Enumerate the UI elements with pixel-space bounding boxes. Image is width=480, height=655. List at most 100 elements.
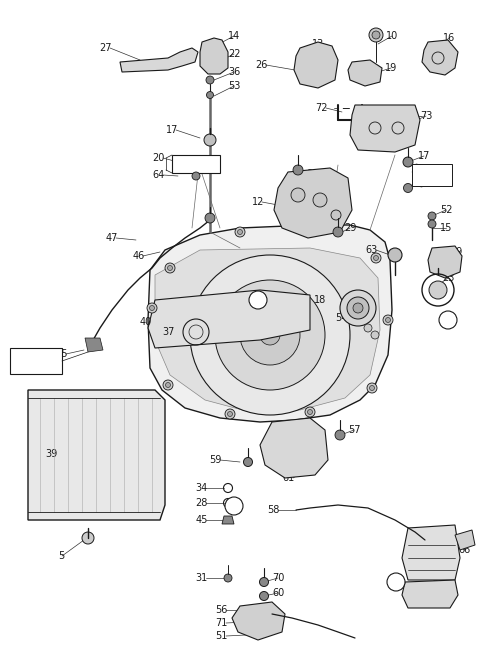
Circle shape [293, 165, 303, 175]
Text: 67: 67 [432, 577, 444, 587]
Circle shape [228, 411, 232, 417]
Text: 73: 73 [420, 111, 432, 121]
Text: 59: 59 [210, 455, 222, 465]
Circle shape [428, 220, 436, 228]
Polygon shape [422, 40, 458, 75]
Text: 70: 70 [272, 573, 284, 583]
Circle shape [347, 297, 369, 319]
Text: 69: 69 [450, 247, 462, 257]
Text: 61: 61 [283, 473, 295, 483]
Circle shape [192, 172, 200, 180]
Text: 74: 74 [12, 361, 24, 371]
Text: 47: 47 [106, 233, 118, 243]
Circle shape [224, 574, 232, 582]
Circle shape [428, 212, 436, 220]
Text: 60: 60 [272, 588, 284, 598]
Text: 16: 16 [443, 33, 455, 43]
Circle shape [260, 591, 268, 601]
Text: 55: 55 [267, 453, 280, 463]
Text: 12: 12 [252, 197, 264, 207]
Circle shape [165, 263, 175, 273]
Text: 36: 36 [228, 67, 240, 77]
Circle shape [364, 324, 372, 332]
Circle shape [340, 290, 376, 326]
Text: 71: 71 [216, 618, 228, 628]
Polygon shape [85, 338, 103, 352]
Text: 2: 2 [355, 307, 361, 317]
Text: 54: 54 [336, 313, 348, 323]
Text: 68: 68 [428, 531, 440, 541]
Polygon shape [402, 580, 458, 608]
Text: 27: 27 [99, 43, 112, 53]
Circle shape [429, 281, 447, 299]
Text: 20: 20 [153, 153, 165, 163]
Text: 64: 64 [418, 178, 430, 188]
Circle shape [317, 225, 323, 231]
Text: 46: 46 [133, 251, 145, 261]
Text: 10: 10 [386, 31, 398, 41]
Circle shape [206, 76, 214, 84]
Circle shape [369, 28, 383, 42]
Circle shape [403, 157, 413, 167]
Text: 26: 26 [256, 60, 268, 70]
Text: 51: 51 [216, 631, 228, 641]
Circle shape [204, 134, 216, 146]
Circle shape [82, 532, 94, 544]
Polygon shape [28, 390, 165, 520]
Circle shape [367, 383, 377, 393]
Circle shape [235, 227, 245, 237]
Circle shape [439, 311, 457, 329]
Circle shape [383, 315, 393, 325]
Circle shape [370, 386, 374, 390]
Text: B: B [255, 295, 261, 305]
Text: ─: ─ [343, 103, 349, 113]
Text: 18: 18 [314, 295, 326, 305]
Circle shape [166, 383, 170, 388]
Text: A: A [393, 578, 399, 586]
Text: 8: 8 [306, 169, 312, 179]
Circle shape [163, 380, 173, 390]
Text: 45: 45 [196, 515, 208, 525]
Circle shape [243, 457, 252, 466]
Text: 75: 75 [56, 349, 68, 359]
Circle shape [388, 248, 402, 262]
Circle shape [305, 407, 315, 417]
Polygon shape [294, 42, 338, 88]
Circle shape [260, 325, 280, 345]
Polygon shape [260, 418, 328, 478]
Circle shape [147, 303, 157, 313]
Text: 14: 14 [228, 31, 240, 41]
Text: 40: 40 [140, 317, 152, 327]
Circle shape [149, 305, 155, 310]
Polygon shape [200, 38, 228, 74]
Text: 22: 22 [228, 49, 240, 59]
Polygon shape [155, 248, 380, 412]
Circle shape [373, 255, 379, 261]
Polygon shape [274, 168, 352, 238]
Circle shape [215, 280, 325, 390]
Circle shape [225, 409, 235, 419]
Circle shape [387, 573, 405, 591]
Circle shape [371, 253, 381, 263]
Circle shape [190, 255, 350, 415]
Circle shape [315, 223, 325, 233]
Bar [412, 164, 452, 186]
Text: 17: 17 [166, 125, 178, 135]
Bar [10, 348, 62, 374]
Circle shape [225, 497, 243, 515]
Circle shape [313, 193, 327, 207]
Circle shape [385, 318, 391, 322]
Polygon shape [148, 290, 310, 348]
Polygon shape [120, 48, 198, 72]
Text: 64: 64 [153, 170, 165, 180]
Text: 17: 17 [418, 151, 431, 161]
Polygon shape [455, 530, 475, 550]
Text: B: B [445, 316, 451, 324]
Bar [172, 155, 220, 173]
Text: 34: 34 [196, 483, 208, 493]
Circle shape [333, 227, 343, 237]
Text: 66: 66 [458, 545, 470, 555]
Text: 29: 29 [344, 223, 356, 233]
Circle shape [353, 303, 363, 313]
Text: 39: 39 [46, 449, 58, 459]
